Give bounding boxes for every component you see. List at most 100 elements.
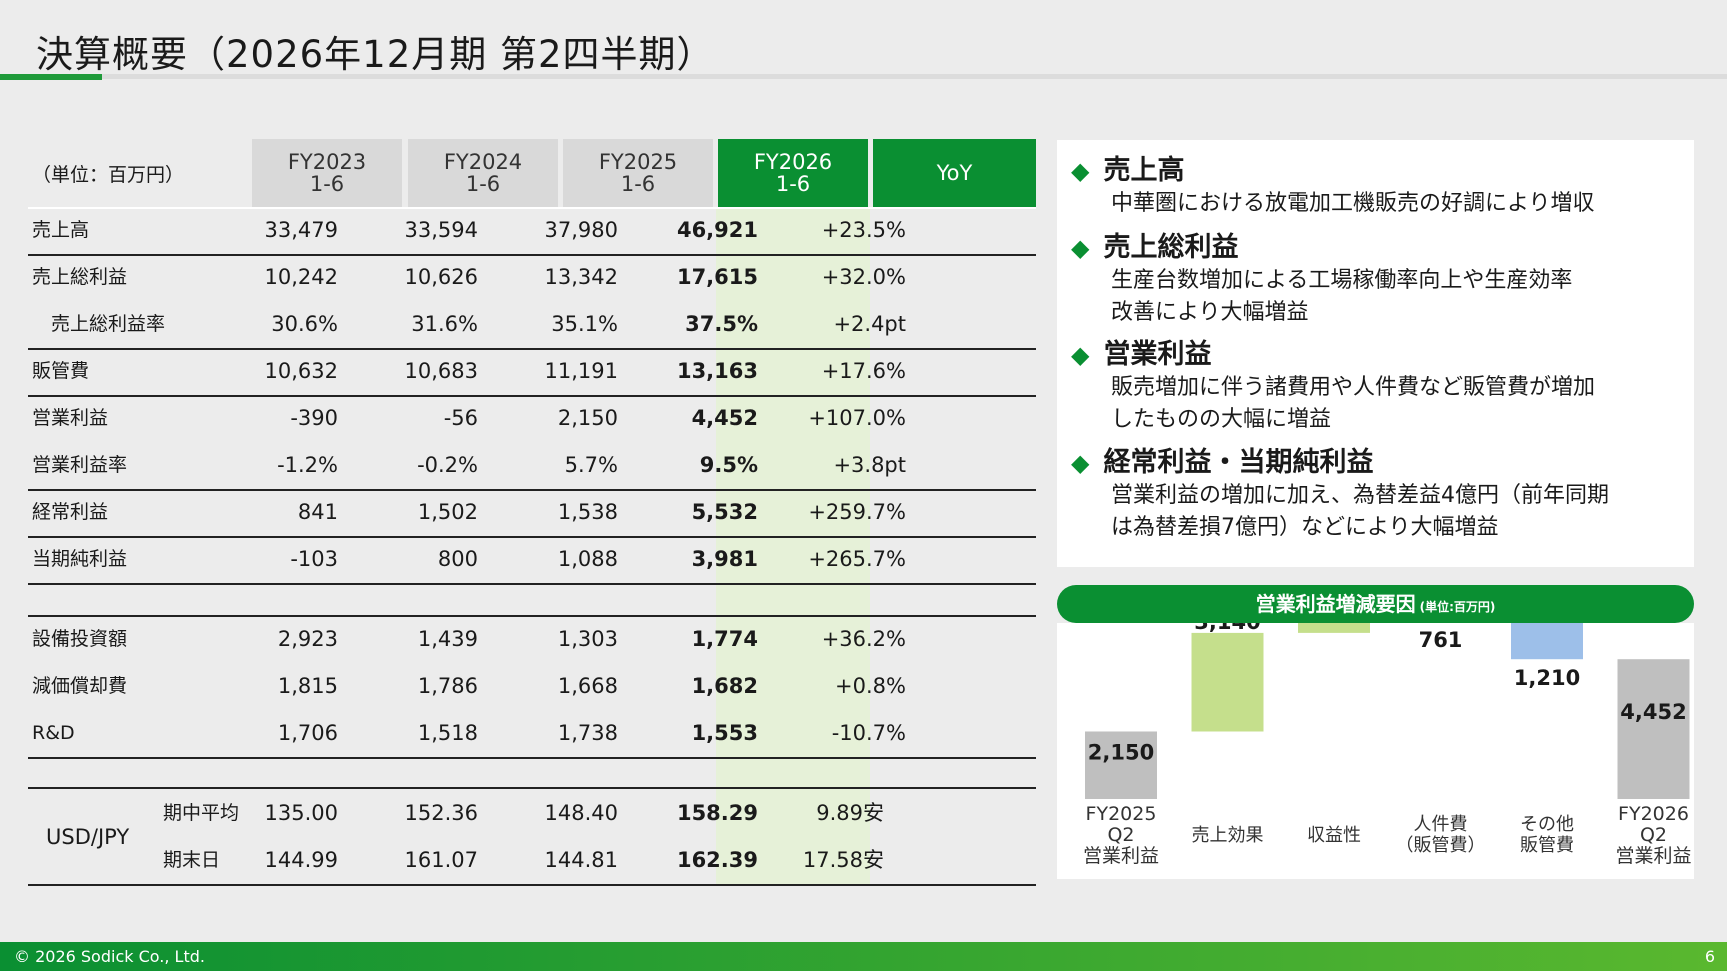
page-number: 6 [1704, 947, 1715, 966]
row-value: 10,632 [264, 359, 338, 383]
row-value: +2.4pt [833, 312, 906, 336]
row-label: 営業利益 [32, 407, 109, 429]
row-value: 1,682 [691, 674, 758, 698]
row-value: 13,163 [676, 359, 758, 383]
waterfall-category-label: FY2025 [1086, 803, 1157, 825]
diamond-bullet-icon: ◆ [1071, 157, 1090, 185]
row-value: 1,553 [691, 721, 758, 745]
row-value: 144.81 [544, 848, 618, 872]
table-rule [28, 489, 1036, 491]
header-fy2023: FY2023 1-6 [252, 139, 402, 207]
row-value: 3,981 [691, 547, 758, 571]
table-rule [28, 207, 1036, 209]
row-value: -56 [443, 406, 478, 430]
fx-label: USD/JPY [46, 825, 130, 849]
unit-label: （単位：百万円） [32, 163, 185, 186]
table-row: 売上高 33,479 33,594 37,980 46,921 +23.5% [28, 207, 1036, 254]
row-label: 売上総利益 [32, 266, 128, 288]
table-rule [28, 787, 1036, 789]
row-value: 161.07 [404, 848, 478, 872]
row-value: +0.8% [835, 674, 906, 698]
row-value: 37,980 [544, 218, 618, 242]
highlight-text: したものの大幅に増益 [1111, 407, 1332, 432]
row-value: +265.7% [808, 547, 906, 571]
header-fy2026: FY2026 1-6 [718, 139, 868, 207]
row-label: 期末日 [163, 849, 221, 871]
waterfall-chart-panel: 2,150FY2025Q2営業利益3,140売上効果1,133収益性761人件費… [1057, 574, 1694, 879]
waterfall-bar [1085, 731, 1157, 799]
table-row: 当期純利益 -103 800 1,088 3,981 +265.7% [28, 536, 1036, 583]
waterfall-category-label: Q2 [1107, 824, 1134, 846]
row-value: 17,615 [676, 265, 758, 289]
waterfall-value-label: 4,452 [1620, 700, 1686, 724]
table-rule [28, 348, 1036, 350]
row-value: -10.7% [831, 721, 906, 745]
row-label: 営業利益率 [32, 454, 128, 476]
row-value: 1,439 [417, 627, 478, 651]
row-value: 135.00 [264, 801, 338, 825]
table-row: 設備投資額 2,923 1,439 1,303 1,774 +36.2% [28, 616, 1036, 663]
table-rule [28, 583, 1036, 585]
waterfall-value-label: 761 [1419, 628, 1463, 652]
header-fy2024: FY2024 1-6 [408, 139, 558, 207]
waterfall-category-label: その他 [1520, 814, 1574, 835]
row-value: 4,452 [691, 406, 758, 430]
waterfall-chart: 2,150FY2025Q2営業利益3,140売上効果1,133収益性761人件費… [1083, 574, 1692, 867]
table-row: 減価償却費 1,815 1,786 1,668 1,682 +0.8% [28, 663, 1036, 710]
waterfall-value-label: 1,210 [1514, 666, 1580, 690]
highlight-heading: ◆ 経常利益・当期純利益 [1071, 440, 1373, 479]
table-row: 営業利益 -390 -56 2,150 4,452 +107.0% [28, 395, 1036, 442]
table-row: 売上総利益 10,242 10,626 13,342 17,615 +32.0% [28, 254, 1036, 301]
waterfall-bar [1617, 659, 1690, 799]
fx-row: 期末日 144.99 161.07 144.81 162.39 17.58安 [28, 837, 1036, 884]
row-value: 1,538 [557, 500, 618, 524]
row-value: 2,923 [277, 627, 338, 651]
row-value: 152.36 [404, 801, 478, 825]
table-row: 経常利益 841 1,502 1,538 5,532 +259.7% [28, 489, 1036, 536]
waterfall-bar [1511, 621, 1583, 660]
diamond-bullet-icon: ◆ [1071, 341, 1090, 369]
row-value: 11,191 [544, 359, 618, 383]
chart-title: 営業利益増減要因 [1255, 592, 1416, 616]
fy2026-highlight-column [716, 207, 870, 884]
row-value: 144.99 [264, 848, 338, 872]
row-value: 1,088 [557, 547, 618, 571]
row-label: 販管費 [32, 360, 90, 382]
row-label: 経常利益 [32, 501, 109, 523]
row-value: 148.40 [544, 801, 618, 825]
header-fy2025: FY2025 1-6 [563, 139, 713, 207]
row-label: 期中平均 [163, 802, 240, 824]
row-value: -0.2% [417, 453, 478, 477]
waterfall-bar [1298, 597, 1370, 633]
row-value: 1,502 [417, 500, 478, 524]
row-value: 33,479 [264, 218, 338, 242]
diamond-bullet-icon: ◆ [1071, 449, 1090, 477]
highlight-text: 中華圏における放電加工機販売の好調により増収 [1111, 191, 1595, 216]
fx-row: 期中平均 135.00 152.36 148.40 158.29 9.89安 [28, 790, 1036, 837]
row-value: 1,738 [557, 721, 618, 745]
table-rule [28, 757, 1036, 759]
highlight-heading-text: 営業利益 [1103, 339, 1212, 370]
row-value: 1,518 [417, 721, 478, 745]
row-value: 1,774 [691, 627, 758, 651]
table-rule [28, 395, 1036, 397]
row-value: +17.6% [821, 359, 906, 383]
table-rule [28, 615, 1036, 617]
row-value: +36.2% [821, 627, 906, 651]
row-value: 37.5% [685, 312, 758, 336]
table-row: 販管費 10,632 10,683 11,191 13,163 +17.6% [28, 348, 1036, 395]
row-label: 売上総利益率 [32, 313, 166, 335]
chart-unit: (単位:百万円) [1419, 600, 1496, 614]
highlights-box: ◆ 売上高 中華圏における放電加工機販売の好調により増収 ◆ 売上総利益 生産台数増加によ… [1057, 140, 1694, 567]
row-value: 46,921 [676, 218, 758, 242]
highlight-text: 営業利益の増加に加え、為替差益4億円（前年同期 [1111, 483, 1609, 508]
row-value: -1.2% [277, 453, 338, 477]
diamond-bullet-icon: ◆ [1071, 234, 1090, 262]
chart-title-bar: 営業利益増減要因 (単位:百万円) [1057, 585, 1694, 623]
highlight-heading-text: 売上総利益 [1103, 232, 1239, 263]
row-value: 9.5% [699, 453, 758, 477]
row-value: 31.6% [411, 312, 478, 336]
row-value: +3.8pt [833, 453, 906, 477]
row-value: 10,626 [404, 265, 478, 289]
row-value: +32.0% [821, 265, 906, 289]
